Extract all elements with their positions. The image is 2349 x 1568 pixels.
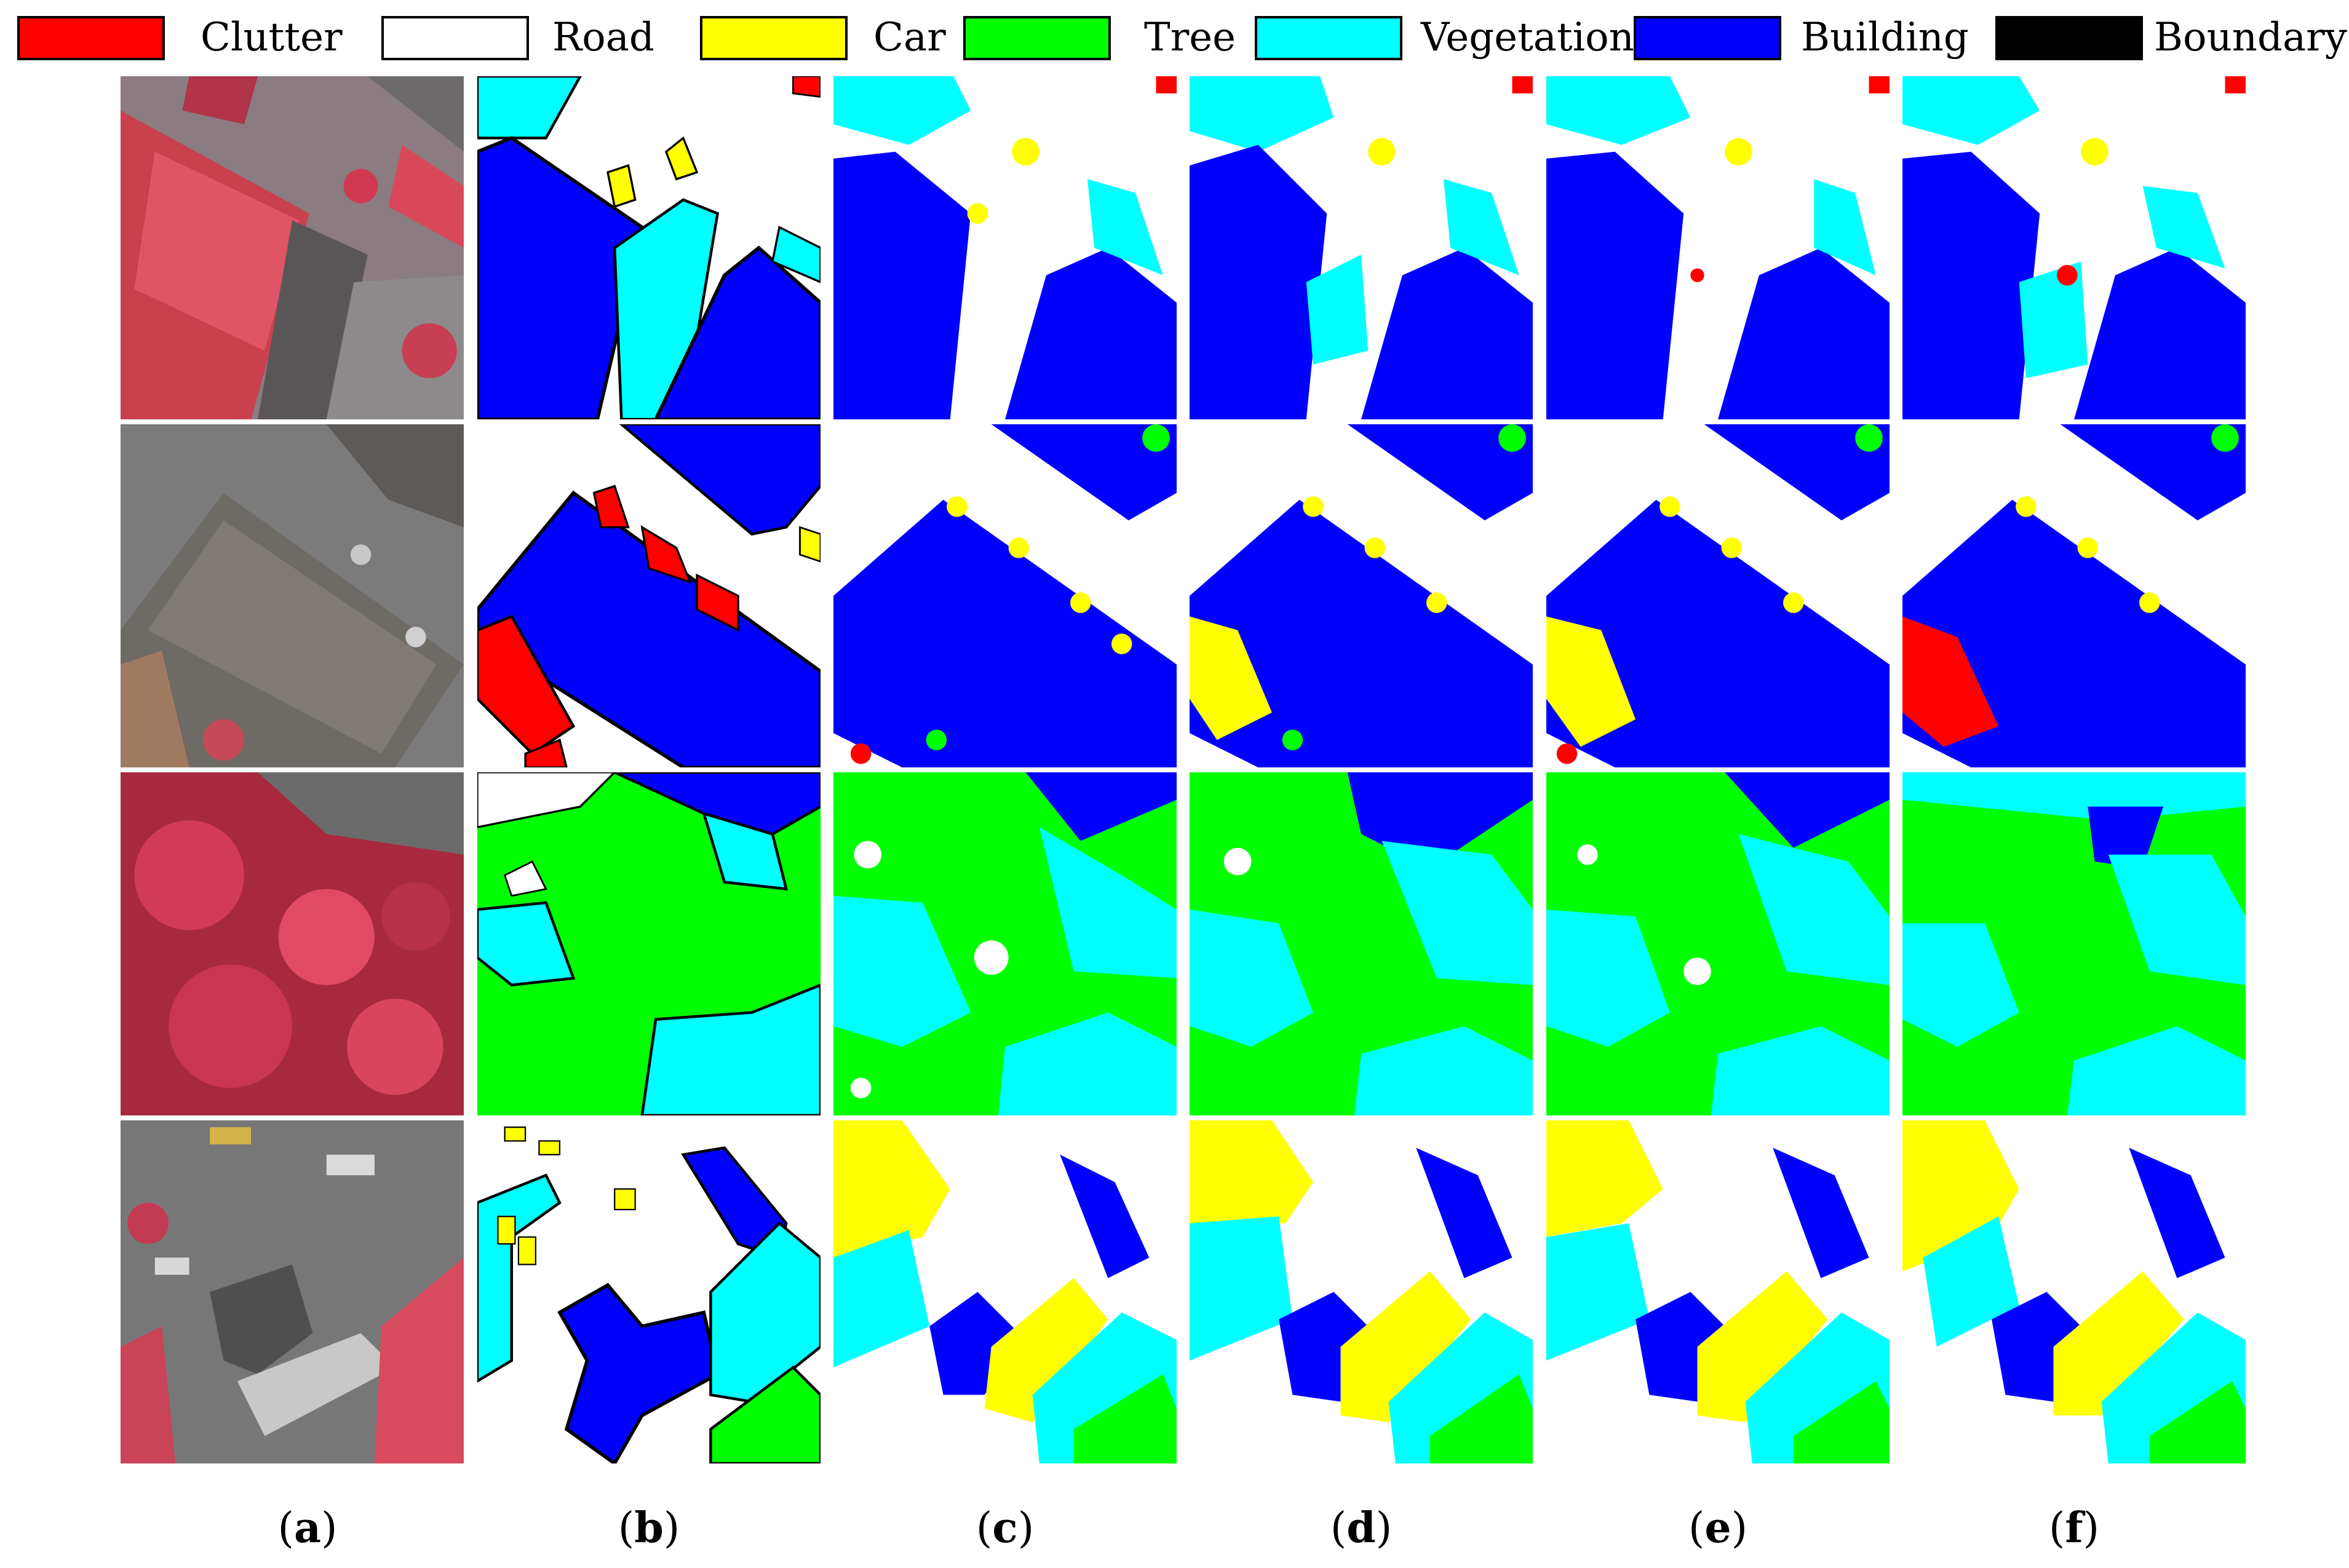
legend-swatch-tree <box>963 16 1111 60</box>
row3-aerial-image <box>121 772 464 1115</box>
row4-prediction-e <box>1546 1120 1890 1463</box>
row2-prediction-c <box>833 424 1177 767</box>
legend-label-car: Car <box>873 15 946 60</box>
legend-label-clutter: Clutter <box>201 15 343 60</box>
row1-prediction-c <box>833 76 1177 419</box>
caption-a: (a) <box>277 1503 338 1553</box>
legend-swatch-clutter <box>17 16 165 60</box>
caption-c: (c) <box>976 1503 1035 1553</box>
legend-swatch-vegetation <box>1255 16 1402 60</box>
caption-d: (d) <box>1330 1503 1393 1553</box>
row3-prediction-d <box>1190 772 1533 1115</box>
row1-prediction-d <box>1190 76 1533 419</box>
caption-f: (f) <box>2048 1503 2100 1553</box>
row2-prediction-d <box>1190 424 1533 767</box>
legend-swatch-boundary <box>1995 16 2143 60</box>
legend-swatch-building <box>1634 16 1781 60</box>
caption-e: (e) <box>1688 1503 1748 1553</box>
row3-prediction-f <box>1902 772 2246 1115</box>
row3-ground-truth <box>477 772 821 1115</box>
legend-label-boundary: Boundary <box>2154 15 2347 60</box>
row2-aerial-image <box>121 424 464 767</box>
row1-ground-truth <box>477 76 821 419</box>
legend-swatch-road <box>381 16 529 60</box>
row1-prediction-e <box>1546 76 1890 419</box>
row3-prediction-e <box>1546 772 1890 1115</box>
row4-prediction-d <box>1190 1120 1533 1463</box>
legend-label-tree: Tree <box>1144 15 1236 60</box>
row1-prediction-f <box>1902 76 2246 419</box>
class-legend: Clutter Road Car Tree Vegetation Buildin… <box>0 0 2349 68</box>
caption-b: (b) <box>618 1503 680 1553</box>
row4-prediction-c <box>833 1120 1177 1463</box>
row2-prediction-f <box>1902 424 2246 767</box>
row4-prediction-f <box>1902 1120 2246 1463</box>
row4-aerial-image <box>121 1120 464 1463</box>
legend-swatch-car <box>700 16 848 60</box>
row4-ground-truth <box>477 1120 821 1463</box>
legend-label-road: Road <box>552 15 654 60</box>
row1-aerial-image <box>121 76 464 419</box>
row2-ground-truth <box>477 424 821 767</box>
legend-label-building: Building <box>1801 15 1969 60</box>
legend-label-vegetation: Vegetation <box>1421 15 1634 60</box>
row3-prediction-c <box>833 772 1177 1115</box>
row2-prediction-e <box>1546 424 1890 767</box>
